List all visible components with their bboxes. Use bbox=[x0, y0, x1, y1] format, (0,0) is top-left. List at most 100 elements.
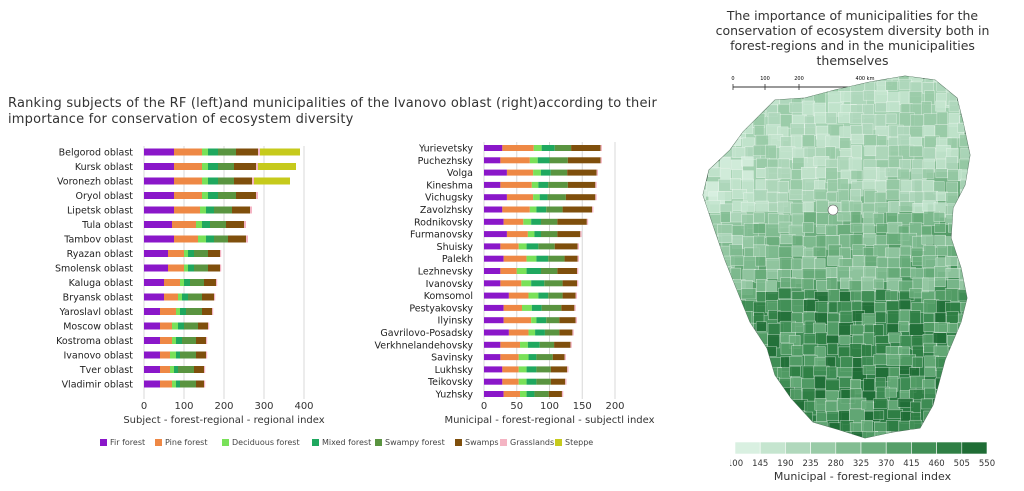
bar-segment bbox=[196, 351, 206, 359]
colorbar-swatch bbox=[911, 441, 937, 455]
municipality-cell bbox=[754, 91, 766, 107]
bar-segment bbox=[176, 308, 180, 315]
legend-item: Deciduous forest bbox=[222, 438, 300, 447]
category-label: Komsomol bbox=[424, 291, 473, 302]
municipality-cell bbox=[730, 178, 741, 190]
municipality-cell bbox=[957, 76, 970, 81]
bar-segment bbox=[202, 192, 208, 199]
bar-segment bbox=[484, 157, 501, 164]
bar-segment bbox=[516, 268, 527, 274]
bar-segment bbox=[180, 308, 186, 315]
municipality-cell bbox=[922, 168, 935, 179]
category-label: Lezhnevsky bbox=[418, 267, 474, 278]
municipality-cell bbox=[802, 411, 814, 425]
colorbar-swatch bbox=[885, 441, 912, 455]
bar-segment bbox=[144, 177, 174, 185]
municipality-cell bbox=[706, 365, 718, 376]
legend-label: Pine forest bbox=[165, 438, 208, 447]
municipality-cell bbox=[767, 112, 781, 127]
municipality-cell bbox=[755, 366, 771, 377]
municipality-cell bbox=[777, 420, 790, 432]
municipality-cell bbox=[825, 379, 840, 392]
bar-segment bbox=[214, 235, 228, 243]
municipality-cell bbox=[791, 322, 804, 333]
municipality-cell bbox=[973, 389, 988, 403]
municipality-cell bbox=[703, 225, 707, 237]
municipality-cell bbox=[703, 169, 706, 180]
municipality-cell bbox=[960, 147, 970, 161]
municipality-cell bbox=[695, 444, 707, 454]
municipality-cell bbox=[753, 212, 765, 223]
bar-segment bbox=[503, 218, 524, 225]
scale-label: 200 bbox=[794, 76, 804, 82]
municipality-cell bbox=[934, 401, 946, 414]
municipality-cell bbox=[970, 303, 986, 317]
municipality-cell bbox=[765, 346, 777, 357]
municipality-cell bbox=[730, 159, 744, 170]
bar-segment bbox=[536, 366, 551, 373]
bar-segment bbox=[557, 218, 587, 225]
municipality-cell bbox=[707, 299, 719, 310]
legend-item: Swampy forest bbox=[375, 438, 445, 447]
bar-segment bbox=[178, 322, 184, 330]
municipality-cell bbox=[791, 345, 804, 356]
municipality-cell bbox=[719, 354, 733, 368]
bar-segment bbox=[520, 341, 528, 348]
municipality-cell bbox=[703, 145, 705, 159]
municipality-cell bbox=[706, 147, 717, 163]
municipality-cell bbox=[970, 379, 985, 389]
municipality-cell bbox=[756, 378, 773, 394]
bar-segment bbox=[500, 341, 521, 348]
municipality-cell bbox=[729, 355, 746, 367]
category-label: Ivanovsky bbox=[426, 279, 474, 290]
bar-segment bbox=[160, 380, 172, 388]
bar-segment bbox=[144, 206, 174, 214]
colorbar-swatch bbox=[860, 441, 887, 455]
category-label: Bryansk oblast bbox=[63, 293, 134, 304]
bar-segment bbox=[484, 194, 507, 201]
bar-charts: 0 100 200 300 400 Subject - forest-regional -… bbox=[55, 142, 655, 426]
bar-segment bbox=[484, 292, 509, 299]
municipality-cell bbox=[732, 366, 744, 380]
bar-segment bbox=[554, 341, 571, 348]
municipality-cell bbox=[862, 179, 876, 190]
bar-segment bbox=[541, 145, 555, 151]
municipality-cell bbox=[959, 346, 970, 359]
bar-segment bbox=[172, 337, 176, 344]
municipality-cell bbox=[886, 189, 900, 200]
bar-segment bbox=[202, 293, 214, 301]
category-label: Tula oblast bbox=[81, 220, 133, 231]
category-label: Kineshma bbox=[426, 180, 473, 191]
legend-swatch bbox=[100, 439, 107, 446]
bar-segment bbox=[200, 206, 206, 214]
municipality-cell bbox=[968, 345, 970, 358]
x-tick-label: 0 bbox=[141, 401, 147, 412]
municipality-cell bbox=[703, 279, 710, 292]
bar-segment bbox=[144, 308, 160, 315]
municipality-cell bbox=[705, 377, 720, 388]
bar-segment bbox=[484, 181, 501, 188]
bar-segment bbox=[527, 341, 540, 348]
municipality-cell bbox=[730, 102, 746, 115]
municipality-cell bbox=[717, 76, 733, 81]
bar-segment bbox=[204, 380, 206, 388]
municipality-cell bbox=[971, 333, 983, 344]
category-label: Teikovsky bbox=[427, 377, 473, 388]
municipality-cell bbox=[802, 134, 815, 148]
category-label: Tambov oblast bbox=[63, 235, 133, 246]
category-label: Kursk oblast bbox=[75, 162, 133, 173]
municipality-cell bbox=[703, 390, 706, 404]
municipality-cell bbox=[740, 201, 756, 212]
bar-segment bbox=[526, 391, 535, 397]
municipality-cell bbox=[898, 91, 910, 105]
bar-segment bbox=[521, 304, 532, 311]
municipality-cell bbox=[948, 376, 962, 389]
municipality-cell bbox=[741, 288, 757, 300]
legend-item: Steppe bbox=[555, 438, 593, 447]
municipality-cell bbox=[779, 411, 794, 423]
bar-segment bbox=[508, 329, 529, 336]
municipality-cell bbox=[777, 76, 791, 81]
bar-segment bbox=[144, 235, 174, 243]
municipality-cell bbox=[972, 400, 983, 412]
municipality-cell bbox=[703, 377, 710, 387]
